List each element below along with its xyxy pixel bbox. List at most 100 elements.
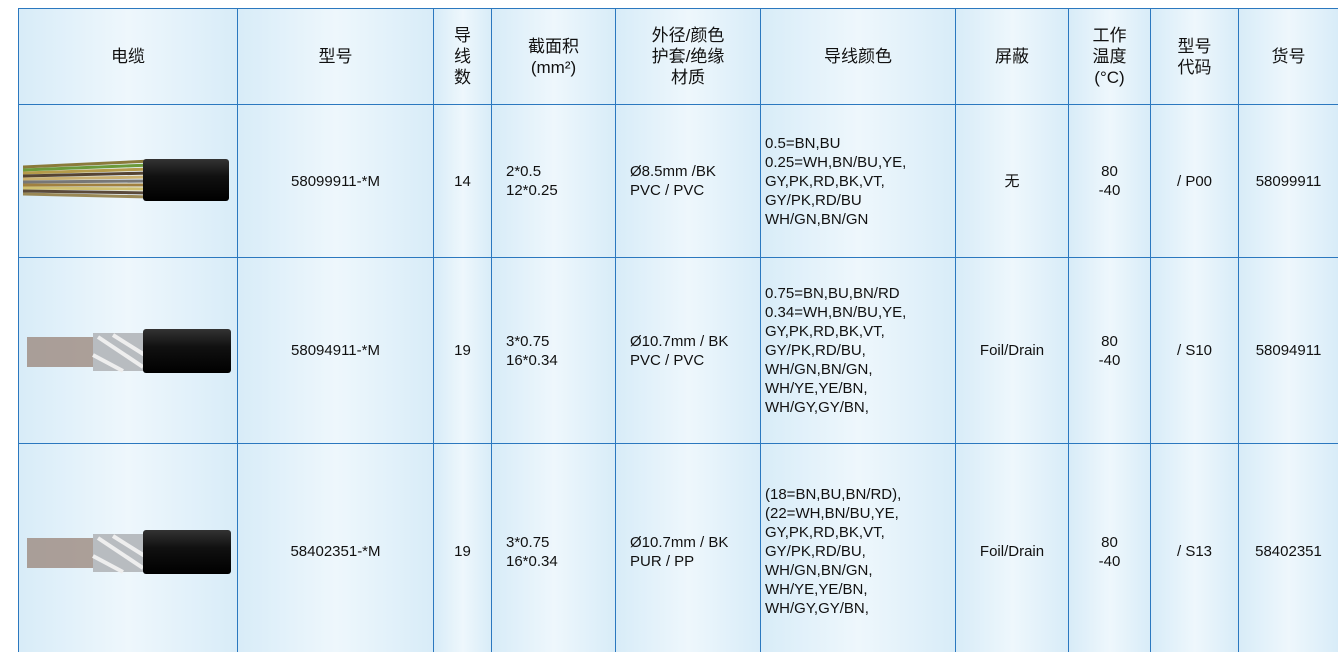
- cell-line: / P00: [1176, 172, 1213, 190]
- table-cell: 80 -40: [1068, 257, 1151, 444]
- cell-line: 14: [454, 172, 471, 190]
- table-cell: 无: [955, 104, 1069, 258]
- cell-line: Foil/Drain: [979, 543, 1045, 560]
- cell-line: WH/GN,BN/GN,: [765, 361, 873, 378]
- table-cell: 0.5=BN,BU 0.25=WH,BN/BU,YE, GY,PK,RD,BK,VT…: [760, 104, 956, 258]
- cell-line: 0.75=BN,BU,BN/RD: [765, 285, 900, 302]
- cable-part: [23, 179, 152, 184]
- table-cell: Foil/Drain: [955, 257, 1069, 444]
- cable-part: [23, 186, 152, 191]
- table-cell: 58099911: [1238, 104, 1338, 258]
- cell-line: 58099911-*M: [291, 172, 380, 190]
- header-cell: 货号: [1238, 8, 1338, 105]
- table-cell: (18=BN,BU,BN/RD), (22=WH,BN/BU,YE, GY,PK,R…: [760, 443, 956, 652]
- table-cell: / S10: [1150, 257, 1239, 444]
- cable-cell: [18, 443, 238, 652]
- cell-line: GY/PK,RD/BU,: [765, 543, 866, 560]
- cable-part: [143, 328, 231, 373]
- header-cell: 外径/颜色 护套/绝缘 材质: [615, 8, 761, 105]
- cell-line: 数: [454, 68, 471, 87]
- cell-line: (18=BN,BU,BN/RD),: [765, 486, 902, 503]
- cell-line: 代码: [1177, 57, 1212, 77]
- cell-line: 截面积: [528, 36, 579, 56]
- header-row: 电缆 型号导线数截面积 (mm²) 外径/颜色 护套/绝缘 材质 导线颜色 屏蔽 工作 温度 (°C…: [18, 8, 1338, 105]
- cable-cell: [18, 257, 238, 444]
- cell-line: 导线颜色: [824, 47, 892, 66]
- cell-line: WH/YE,YE/BN,: [765, 581, 868, 598]
- table-cell: 80 -40: [1068, 443, 1151, 652]
- cell-line: PVC / PVC: [630, 182, 705, 199]
- cell-line: 型号: [1177, 36, 1212, 56]
- cell-line: -40: [1098, 351, 1121, 369]
- cell-line: 电缆: [111, 47, 145, 66]
- cell-line: / S13: [1176, 543, 1213, 560]
- cell-line: -40: [1098, 552, 1121, 570]
- cell-line: PVC / PVC: [630, 351, 705, 369]
- cable-part: [23, 167, 152, 175]
- cell-line: 温度: [1092, 47, 1127, 66]
- cell-line: GY/PK,RD/BU,: [765, 342, 866, 359]
- cable-image: [27, 529, 231, 574]
- table-body: 58099911-*M 14 2*0.5 12*0.25 Ø8.5mm /BK PVC /…: [18, 104, 1338, 652]
- cell-line: (22=WH,BN/BU,YE,: [765, 505, 899, 522]
- table-cell: / P00: [1150, 104, 1239, 258]
- cell-line: 16*0.34: [506, 351, 558, 369]
- cell-line: 材质: [671, 68, 705, 87]
- cable-part: [143, 159, 229, 201]
- table-cell: 80 -40: [1068, 104, 1151, 258]
- cell-line: GY,PK,RD,BK,VT,: [765, 524, 885, 541]
- cell-line: 19: [454, 342, 471, 359]
- cell-line: 16*0.34: [506, 552, 558, 570]
- cable-part: [23, 189, 152, 195]
- cell-line: 19: [454, 543, 471, 560]
- table-cell: Ø10.7mm / BK PUR / PP: [615, 443, 761, 652]
- table-row: 58099911-*M 14 2*0.5 12*0.25 Ø8.5mm /BK PVC /…: [18, 104, 1338, 258]
- table-cell: 58402351: [1238, 443, 1338, 652]
- cable-part: [23, 163, 152, 172]
- cell-line: 80: [1101, 163, 1118, 180]
- table-cell: 58094911: [1238, 257, 1338, 444]
- cell-line: 屏蔽: [995, 47, 1029, 66]
- cell-line: 80: [1101, 533, 1118, 551]
- table-cell: 58094911-*M: [237, 257, 434, 444]
- cable-image: [27, 328, 231, 373]
- table-cell: 19: [433, 443, 492, 652]
- cell-line: 12*0.25: [506, 182, 558, 199]
- table-container: 电缆 型号导线数截面积 (mm²) 外径/颜色 护套/绝缘 材质 导线颜色 屏蔽 工作 温度 (°C…: [18, 8, 1338, 652]
- header-cell: 截面积 (mm²): [491, 8, 616, 105]
- cell-line: PUR / PP: [630, 552, 695, 570]
- cell-line: -40: [1098, 182, 1121, 199]
- cell-line: 0.5=BN,BU: [765, 134, 841, 152]
- cell-line: 线: [454, 47, 471, 66]
- cable-image: [23, 159, 229, 201]
- cell-line: 工作: [1092, 26, 1127, 45]
- table-cell: 3*0.75 16*0.34: [491, 443, 616, 652]
- cell-line: 0.25=WH,BN/BU,YE,: [765, 153, 907, 171]
- cell-line: (°C): [1094, 68, 1125, 87]
- cable-part: [92, 533, 150, 574]
- table-cell: Ø8.5mm /BK PVC / PVC: [615, 104, 761, 258]
- table-cell: Foil/Drain: [955, 443, 1069, 652]
- cell-line: 58094911-*M: [291, 342, 380, 359]
- cable-cell: [18, 104, 238, 258]
- header-cell: 导线颜色: [760, 8, 956, 105]
- table-row: 58094911-*M 19 3*0.75 16*0.34 Ø10.7mm / BK PV…: [18, 257, 1338, 444]
- cell-line: 3*0.75: [506, 332, 550, 350]
- cable-part: [23, 171, 152, 178]
- cable-part: [23, 192, 152, 199]
- cable-table: 电缆 型号导线数截面积 (mm²) 外径/颜色 护套/绝缘 材质 导线颜色 屏蔽 工作 温度 (°C…: [18, 8, 1338, 652]
- cell-line: 无: [1004, 172, 1020, 190]
- table-cell: 2*0.5 12*0.25: [491, 104, 616, 258]
- cable-part: [23, 175, 152, 181]
- table-cell: Ø10.7mm / BK PVC / PVC: [615, 257, 761, 444]
- cell-line: 外径/颜色: [651, 26, 725, 45]
- cell-line: Ø8.5mm /BK: [630, 163, 716, 180]
- header-cell: 导线数: [433, 8, 492, 105]
- cell-line: GY,PK,RD,BK,VT,: [765, 323, 885, 340]
- cell-line: GY/PK,RD/BU: [765, 191, 862, 209]
- cell-line: GY,PK,RD,BK,VT,: [765, 172, 885, 190]
- cell-line: 导: [454, 26, 471, 45]
- header-cell: 型号 代码: [1150, 8, 1239, 105]
- cell-line: 型号: [318, 47, 353, 66]
